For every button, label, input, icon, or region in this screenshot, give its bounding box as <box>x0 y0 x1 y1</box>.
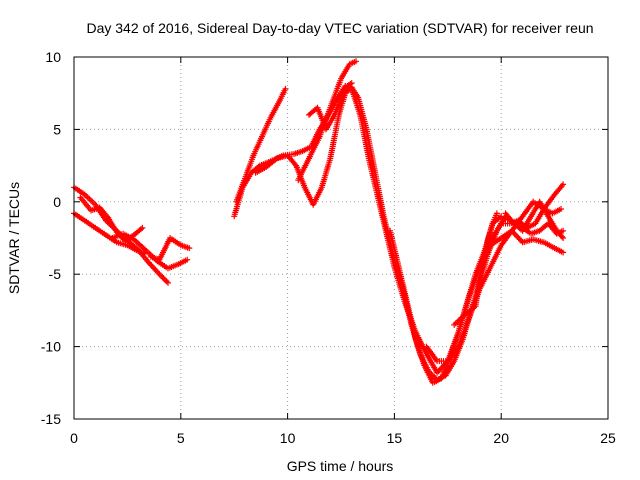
data-points <box>71 58 567 386</box>
x-tick-label: 25 <box>600 430 616 446</box>
y-axis-ticks: -15 -10 -5 0 5 10 <box>41 49 608 427</box>
x-tick-label: 20 <box>493 430 509 446</box>
series-satellite-track-14 <box>502 210 567 237</box>
series-satellite-track-12 <box>423 181 567 365</box>
y-tick-label: -5 <box>49 266 62 282</box>
x-tick-label: 5 <box>177 430 185 446</box>
x-axis-label: GPS time / hours <box>287 458 394 474</box>
track-markers <box>252 80 355 208</box>
series-satellite-track-15 <box>481 210 500 263</box>
chart-title: Day 342 of 2016, Sidereal Day-to-day VTE… <box>86 20 593 36</box>
plot-frame <box>73 56 609 420</box>
series-satellite-track-11 <box>387 206 564 386</box>
series-satellite-track-5 <box>147 235 193 263</box>
y-axis-label: SDTVAR / TECUs <box>6 182 22 294</box>
y-tick-label: -10 <box>41 339 61 355</box>
series-satellite-track-7 <box>233 85 289 205</box>
track-markers <box>423 181 567 365</box>
y-tick-label: -15 <box>41 411 61 427</box>
y-tick-label: 0 <box>53 194 61 210</box>
x-axis-ticks: 0 5 10 15 20 25 <box>70 57 616 446</box>
y-tick-label: 5 <box>53 121 61 137</box>
track-markers <box>147 235 193 263</box>
y-tick-label: 10 <box>45 49 61 65</box>
track-markers <box>387 206 564 386</box>
series-satellite-track-8 <box>252 80 355 208</box>
x-tick-label: 15 <box>387 430 403 446</box>
track-markers <box>481 210 500 263</box>
x-tick-label: 10 <box>280 430 296 446</box>
x-tick-label: 0 <box>70 430 78 446</box>
track-markers <box>233 85 289 205</box>
track-markers <box>502 210 567 237</box>
